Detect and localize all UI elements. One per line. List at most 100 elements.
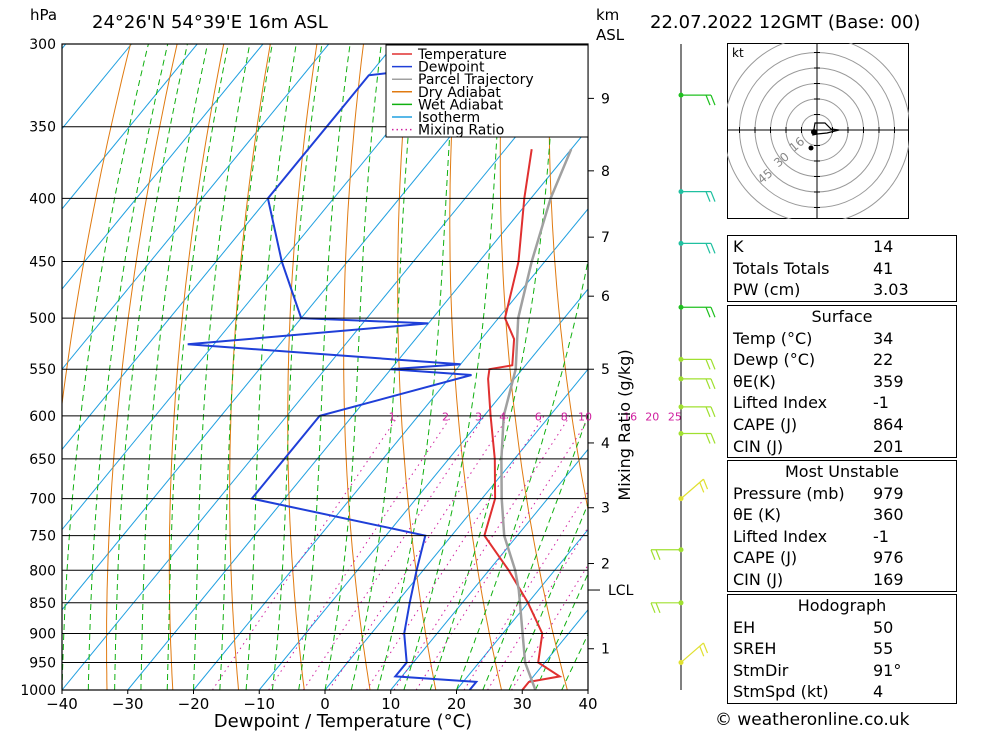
wind-barb-flag <box>705 406 711 418</box>
pressure-tick-label: 900 <box>29 626 56 642</box>
pressure-tick-label: 600 <box>29 409 56 425</box>
legend-label: Isotherm <box>418 110 480 126</box>
index-row: StmDir 91° <box>733 660 902 680</box>
wet-adiabat-line <box>482 413 588 690</box>
km-tick-label: 4 <box>601 436 610 452</box>
wet-adiabat-line <box>561 633 588 690</box>
wind-barb-flag <box>705 307 711 318</box>
wind-barb-dot <box>678 189 684 195</box>
pressure-tick-label: 300 <box>29 37 56 53</box>
pressure-tick-label: 350 <box>29 120 56 136</box>
index-row: K 14 <box>733 237 894 256</box>
dry-adiabat-line <box>229 44 271 690</box>
legend-label: Mixing Ratio <box>418 123 504 139</box>
skewt-diagram: 3003504004505005506006507007508008509009… <box>20 37 720 732</box>
mixing-ratio-line <box>328 415 510 690</box>
mixing-ratio-label: 6 <box>535 410 542 423</box>
pressure-tick-label: 450 <box>29 255 56 271</box>
isotherm-line <box>62 47 588 690</box>
legend-label: Dry Adiabat <box>418 85 501 101</box>
index-row: StmSpd (kt) 4 <box>733 682 884 702</box>
pressure-tick-label: 400 <box>29 191 56 207</box>
most-unstable-title: Most Unstable <box>785 462 899 481</box>
wet-adiabat-line <box>62 44 149 690</box>
km-tick-label: 3 <box>601 501 610 517</box>
wind-barb-dot <box>678 600 684 606</box>
index-row: Pressure (mb) 979 <box>733 483 904 503</box>
isotherm-line <box>456 528 588 690</box>
x-axis-label: Dewpoint / Temperature (°C) <box>214 711 472 732</box>
legend-label: Parcel Trajectory <box>418 72 534 88</box>
wet-adiabat-line <box>87 44 169 690</box>
wind-barb-flag <box>710 94 716 106</box>
isotherm-line <box>62 44 264 290</box>
mixing-ratio-line <box>511 564 588 690</box>
km-tick-label: 6 <box>601 289 610 305</box>
isotherm-line <box>62 44 132 130</box>
lcl-label: LCL <box>608 583 634 599</box>
pressure-tick-label: 500 <box>29 311 56 327</box>
isotherm-line <box>62 44 395 451</box>
pressure-tick-label: 750 <box>29 529 56 545</box>
hodograph-title: Hodograph <box>797 596 887 615</box>
index-row: Totals Totals 41 <box>733 258 894 278</box>
wind-barb-dot <box>678 659 684 665</box>
index-row: Lifted Index -1 <box>733 393 889 413</box>
wind-barb-flag <box>650 602 656 614</box>
wet-adiabat-line <box>298 44 351 690</box>
legend-label: Temperature <box>417 47 507 63</box>
isotherm-line <box>62 44 198 210</box>
wet-adiabat-line <box>114 44 188 690</box>
pressure-tick-label: 950 <box>29 655 56 671</box>
dry-adiabat-line <box>287 44 318 690</box>
legend-label: Wet Adiabat <box>418 97 504 113</box>
hodograph-unit-label: kt <box>732 46 744 60</box>
wind-barb-flag <box>705 243 711 254</box>
wind-barb-dot <box>678 356 684 362</box>
wind-barb-flag <box>702 642 709 654</box>
footer-credit[interactable]: © weatheronline.co.uk <box>715 710 910 730</box>
wind-barb-flag <box>710 433 716 444</box>
temperature-tick-label: −10 <box>243 695 275 713</box>
temperature-tick-label: −20 <box>178 695 210 713</box>
km-tick-label: 1 <box>601 642 610 658</box>
wind-barb-dot <box>678 92 684 98</box>
index-row: CIN (J) 201 <box>733 436 904 456</box>
wind-barb-dot <box>678 376 684 382</box>
index-row: θE (K) 360 <box>733 505 904 525</box>
index-row: Dewp (°C) 22 <box>733 350 894 370</box>
wet-adiabat-line <box>166 44 229 690</box>
wind-barb-flag <box>699 646 705 657</box>
pressure-tick-label: 800 <box>29 563 56 579</box>
dry-adiabat-line <box>690 44 720 690</box>
dry-adiabat-line <box>499 44 568 690</box>
asl-unit-label: ASL <box>596 26 625 44</box>
temperature-tick-label: −30 <box>112 695 144 713</box>
wind-barb-flag <box>655 602 661 614</box>
pressure-tick-label: 550 <box>29 362 56 378</box>
pressure-tick-label: 1000 <box>20 683 56 699</box>
mixing-ratio-label: 25 <box>668 410 682 423</box>
index-row: SREH 55 <box>733 639 894 659</box>
km-tick-label: 5 <box>601 362 610 378</box>
temperature-tick-label: 20 <box>447 695 466 713</box>
wind-barb-flag <box>710 378 716 390</box>
wind-barb-staff <box>680 642 704 663</box>
pressure-tick-label: 700 <box>29 492 56 508</box>
mixing-ratio-label: 20 <box>645 410 659 423</box>
km-tick-label: 8 <box>601 164 610 180</box>
wind-barb-flag <box>705 359 711 370</box>
km-unit-label: km <box>596 6 620 24</box>
wind-barb-dot <box>678 404 684 410</box>
index-row: Temp (°C) 34 <box>733 328 894 348</box>
index-row: Lifted Index -1 <box>733 526 889 546</box>
temperature-tick-label: 10 <box>381 695 400 713</box>
dry-adiabat-line <box>168 44 225 690</box>
isotherm-line <box>62 44 461 531</box>
index-row: θE(K) 359 <box>733 371 904 391</box>
wind-barb-flag <box>710 191 716 202</box>
wind-barb-staff <box>680 478 704 500</box>
wind-barb-flag <box>705 378 711 390</box>
